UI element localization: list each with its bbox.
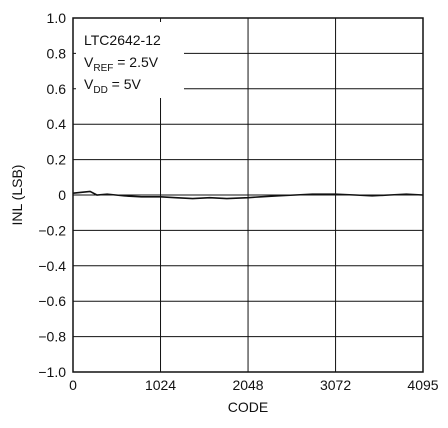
y-tick-label: 0.8	[47, 45, 67, 61]
y-tick-label: 1.0	[47, 10, 67, 26]
annotation-line3-main: V	[84, 76, 94, 92]
annotation-line2: VREF = 2.5V	[84, 54, 159, 74]
annotation-line3-sub: DD	[93, 85, 107, 96]
y-tick-label: −0.6	[38, 293, 66, 309]
annotation-line1: LTC2642-12	[84, 32, 161, 48]
y-axis-title: INL (LSB)	[9, 165, 25, 226]
x-axis-title: CODE	[228, 399, 268, 415]
x-tick-label: 4095	[407, 377, 438, 393]
inl-series-line	[72, 190, 424, 200]
x-tick-label: 2048	[232, 377, 263, 393]
y-tick-label: −0.8	[38, 329, 66, 345]
annotation-line2-sub: REF	[93, 63, 113, 74]
y-tick-label: 0.2	[47, 152, 67, 168]
x-tick-label: 0	[69, 377, 77, 393]
y-tick-label: 0.6	[47, 81, 67, 97]
y-tick-label: 0	[58, 187, 66, 203]
y-tick-label: 0.4	[47, 116, 67, 132]
annotation-line2-rest: = 2.5V	[113, 54, 158, 70]
annotation-line2-main: V	[84, 54, 94, 70]
y-tick-label: −0.2	[38, 222, 66, 238]
annotation-background	[76, 22, 184, 98]
y-tick-labels: 1.0 0.8 0.6 0.4 0.2 0 −0.2 −0.4 −0.6 −0.8 −1.0	[38, 10, 66, 380]
y-tick-label: −0.4	[38, 258, 66, 274]
y-tick-label: −1.0	[38, 364, 66, 380]
x-tick-label: 1024	[145, 377, 176, 393]
x-tick-label: 3072	[320, 377, 351, 393]
x-tick-labels: 0 1024 2048 3072 4095	[69, 377, 439, 393]
annotation-line3-rest: = 5V	[108, 76, 142, 92]
annotation-line3: VDD = 5V	[84, 76, 142, 96]
